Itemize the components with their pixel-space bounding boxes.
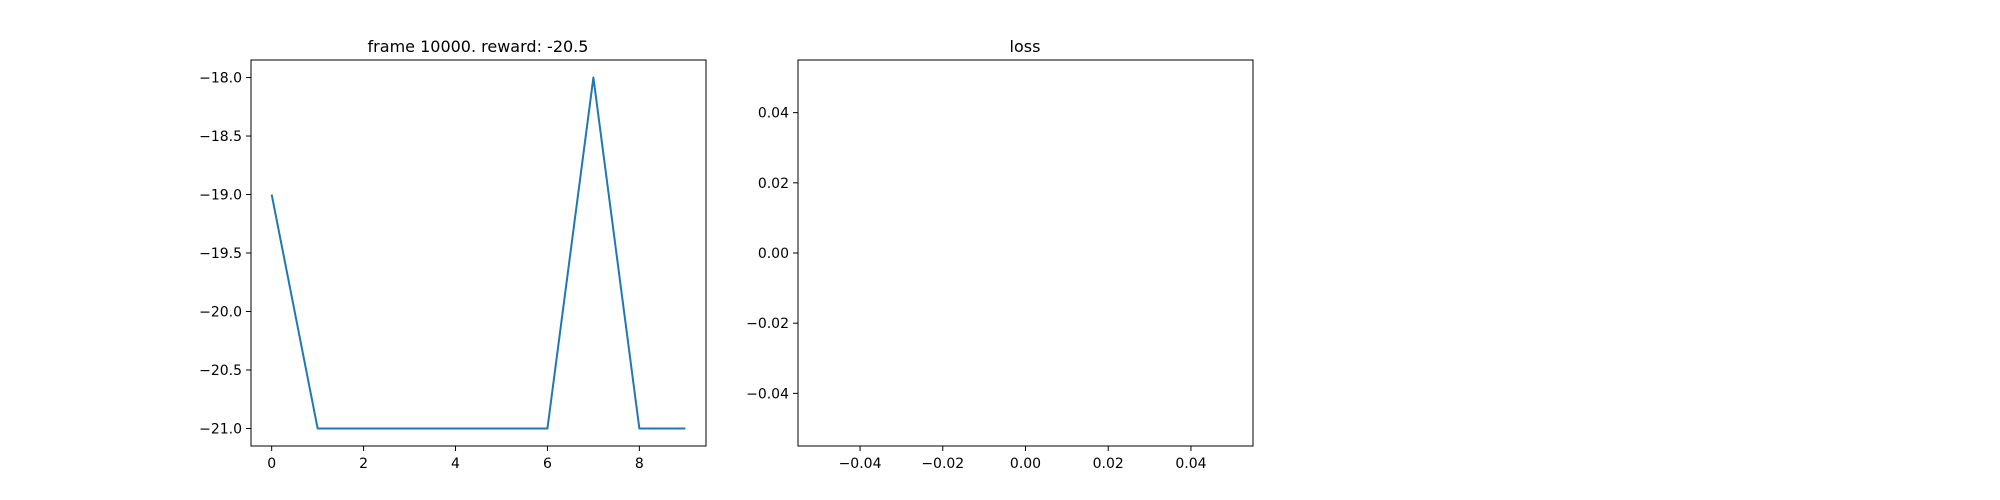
- reward-chart-title: frame 10000. reward: -20.5: [368, 37, 589, 56]
- reward-chart: frame 10000. reward: -20.5 0 2 4 6 8 −18.0 −18…: [199, 37, 707, 472]
- reward-chart-axes-frame: [250, 59, 707, 447]
- loss-y-tick-label: 0.04: [758, 106, 789, 122]
- loss-y-tick-label: −0.02: [746, 316, 789, 332]
- loss-y-tick-label: 0.02: [758, 176, 789, 192]
- loss-chart-axes-frame: [797, 59, 1254, 447]
- reward-y-tick-label: −18.5: [199, 129, 242, 145]
- reward-y-tick-label: −20.5: [199, 363, 242, 379]
- reward-x-tick-label: 2: [359, 456, 368, 472]
- reward-series-line: [270, 76, 686, 430]
- reward-y-tick-label: −19.5: [199, 246, 242, 262]
- loss-x-tick-label: 0.04: [1175, 456, 1206, 472]
- loss-chart: loss −0.04 −0.02 0.00 0.02 0.040.040.020.00−…: [746, 37, 1254, 472]
- reward-x-tick-label: 0: [267, 456, 276, 472]
- reward-y-tick-label: −20.0: [199, 304, 242, 320]
- reward-y-tick-label: −18.0: [199, 71, 242, 87]
- reward-chart-ticks: 0 2 4 6 8 −18.0 −18.5 −19.0 −19.5 −20.0 −20.5 −21.0: [199, 71, 644, 472]
- reward-y-tick-label: −19.0: [199, 188, 242, 204]
- reward-x-tick-label: 4: [451, 456, 460, 472]
- reward-y-tick-label: −21.0: [199, 421, 242, 437]
- loss-y-tick-label: 0.00: [758, 246, 789, 262]
- loss-x-tick-label: −0.04: [839, 456, 882, 472]
- reward-x-tick-label: 8: [635, 456, 644, 472]
- loss-chart-ticks: −0.04 −0.02 0.00 0.02 0.04 0.04 0.02 0.00 −0.02 −…: [746, 106, 1207, 472]
- loss-y-tick-label: −0.04: [746, 386, 789, 402]
- reward-chart-plot-area: [270, 76, 686, 430]
- loss-x-tick-label: 0.00: [1010, 456, 1041, 472]
- loss-x-tick-label: 0.02: [1093, 456, 1124, 472]
- loss-chart-title: loss: [1010, 37, 1041, 56]
- loss-x-tick-label: −0.02: [921, 456, 964, 472]
- reward-x-tick-label: 6: [543, 456, 552, 472]
